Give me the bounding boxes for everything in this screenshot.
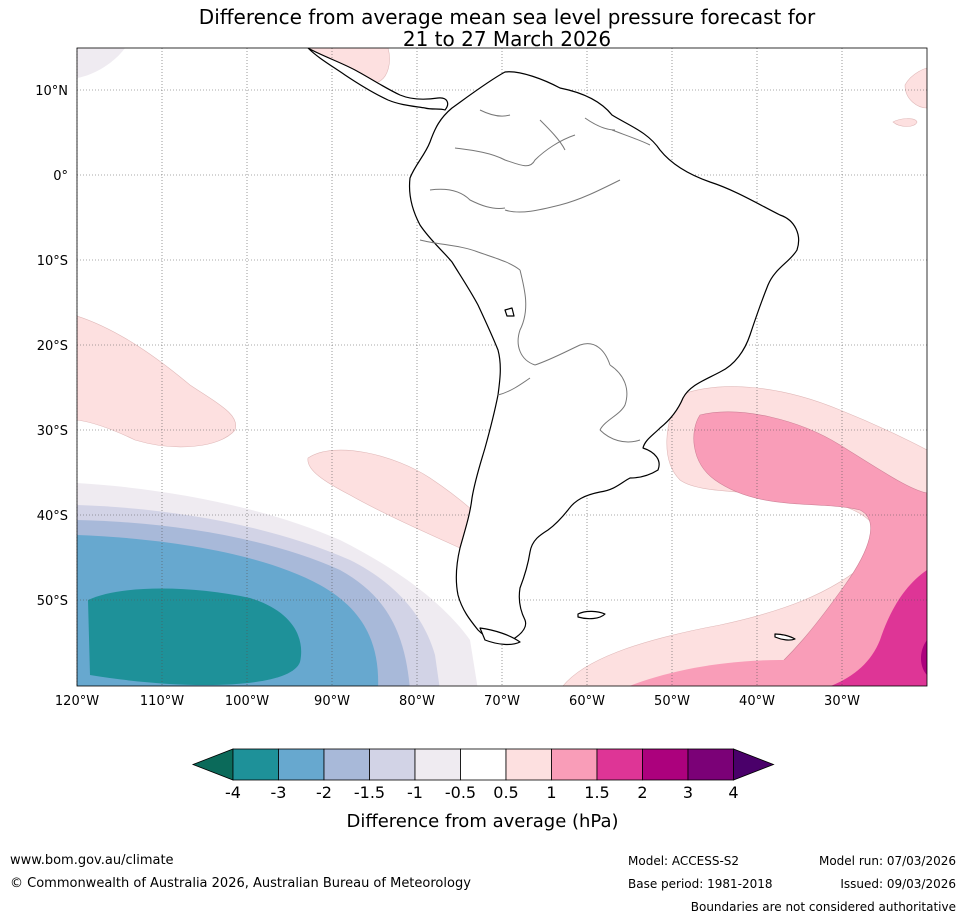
colorbar-label: Difference from average (hPa) — [346, 811, 619, 832]
lon-label: 120°W — [55, 694, 99, 709]
colorbar-swatch — [642, 748, 689, 781]
contour-pos-0.5-caribbean — [904, 67, 927, 109]
copyright-text: © Commonwealth of Australia 2026, Austra… — [10, 876, 471, 891]
colorbar-tick-label: -0.5 — [445, 783, 476, 802]
lat-label: 20°S — [37, 339, 68, 354]
colorbar-tick-label: 3 — [683, 783, 693, 802]
country-borders — [419, 109, 651, 443]
boundaries-disclaimer: Boundaries are not considered authoritat… — [690, 900, 956, 914]
colorbar-tick-label: -4 — [225, 783, 241, 802]
lon-label: 40°W — [739, 694, 775, 709]
contour-pos-0.5-pacific-north — [77, 315, 237, 448]
lon-label: 70°W — [484, 694, 520, 709]
lat-label: 30°S — [37, 424, 68, 439]
map-title-line-2: 21 to 27 March 2026 — [402, 27, 612, 51]
colorbar — [191, 748, 775, 781]
colorbar-tick-label: 1.5 — [584, 783, 609, 802]
lon-label: 80°W — [399, 694, 435, 709]
website-link[interactable]: www.bom.gov.au/climate — [10, 853, 174, 868]
colorbar-swatch — [323, 748, 370, 781]
lon-label: 110°W — [140, 694, 184, 709]
lon-label: 60°W — [569, 694, 605, 709]
map-frame — [76, 47, 928, 687]
colorbar-tick-label: -2 — [316, 783, 332, 802]
base-period: Base period: 1981-2018 — [628, 877, 773, 891]
south-america-coastline — [408, 71, 800, 643]
contour-pos-1.5-atlantic — [830, 570, 927, 686]
lat-label: 10°S — [37, 254, 68, 269]
longitude-labels: 120°W 110°W 100°W 90°W 80°W 70°W 60°W 50°W 40°W 3… — [55, 694, 860, 709]
contour-neg-0.5-northwest — [77, 48, 125, 78]
colorbar-tick-label: -1.5 — [354, 783, 385, 802]
lat-label: 0° — [53, 169, 68, 184]
contour-pos-1-atlantic — [693, 411, 927, 686]
south-georgia — [774, 633, 796, 641]
model-name: Model: ACCESS-S2 — [628, 854, 740, 868]
colorbar-tick-label: 2 — [637, 783, 647, 802]
map-title-line-1: Difference from average mean sea level p… — [198, 5, 816, 29]
lon-label: 90°W — [314, 694, 350, 709]
colorbar-swatch — [278, 748, 325, 781]
colorbar-tick-label: -3 — [271, 783, 287, 802]
colorbar-swatch — [414, 748, 461, 781]
coastlines — [307, 48, 800, 646]
lat-label: 40°S — [37, 509, 68, 524]
contour-pos-2-atlantic — [920, 640, 927, 675]
colorbar-swatch — [551, 748, 598, 781]
colorbar-swatch — [687, 748, 734, 781]
central-america-coastline — [307, 48, 449, 111]
falkland-islands — [577, 610, 606, 620]
lat-label: 10°N — [35, 84, 68, 99]
colorbar-swatch — [369, 748, 416, 781]
colorbar-tick-label: 1 — [546, 783, 556, 802]
tierra-del-fuego — [479, 627, 521, 646]
latitude-labels: 10°N 0° 10°S 20°S 30°S 40°S 50°S — [35, 84, 68, 609]
contour-pos-0.5-atlantic-north — [892, 118, 918, 127]
model-run-date: Model run: 07/03/2026 — [818, 854, 956, 868]
contour-neg-3 — [88, 588, 302, 685]
colorbar-ticks: -4 -3 -2 -1.5 -1 -0.5 0.5 1 1.5 2 3 4 — [225, 783, 739, 802]
anomaly-contours — [77, 48, 927, 686]
lat-label: 50°S — [37, 594, 68, 609]
colorbar-tick-label: 4 — [728, 783, 738, 802]
issued-date: Issued: 09/03/2026 — [840, 877, 956, 891]
lon-label: 50°W — [654, 694, 690, 709]
lake-titicaca — [504, 307, 515, 317]
colorbar-tick-label: -1 — [407, 783, 423, 802]
lon-label: 100°W — [225, 694, 269, 709]
colorbar-min-arrow — [191, 748, 234, 781]
colorbar-swatch — [460, 748, 507, 781]
contour-pos-1-atlantic-south — [629, 660, 866, 686]
colorbar-tick-label: 0.5 — [493, 783, 518, 802]
colorbar-swatch — [232, 748, 279, 781]
colorbar-swatch — [596, 748, 643, 781]
lon-label: 30°W — [824, 694, 860, 709]
colorbar-swatch — [505, 748, 552, 781]
colorbar-max-arrow — [733, 748, 775, 781]
